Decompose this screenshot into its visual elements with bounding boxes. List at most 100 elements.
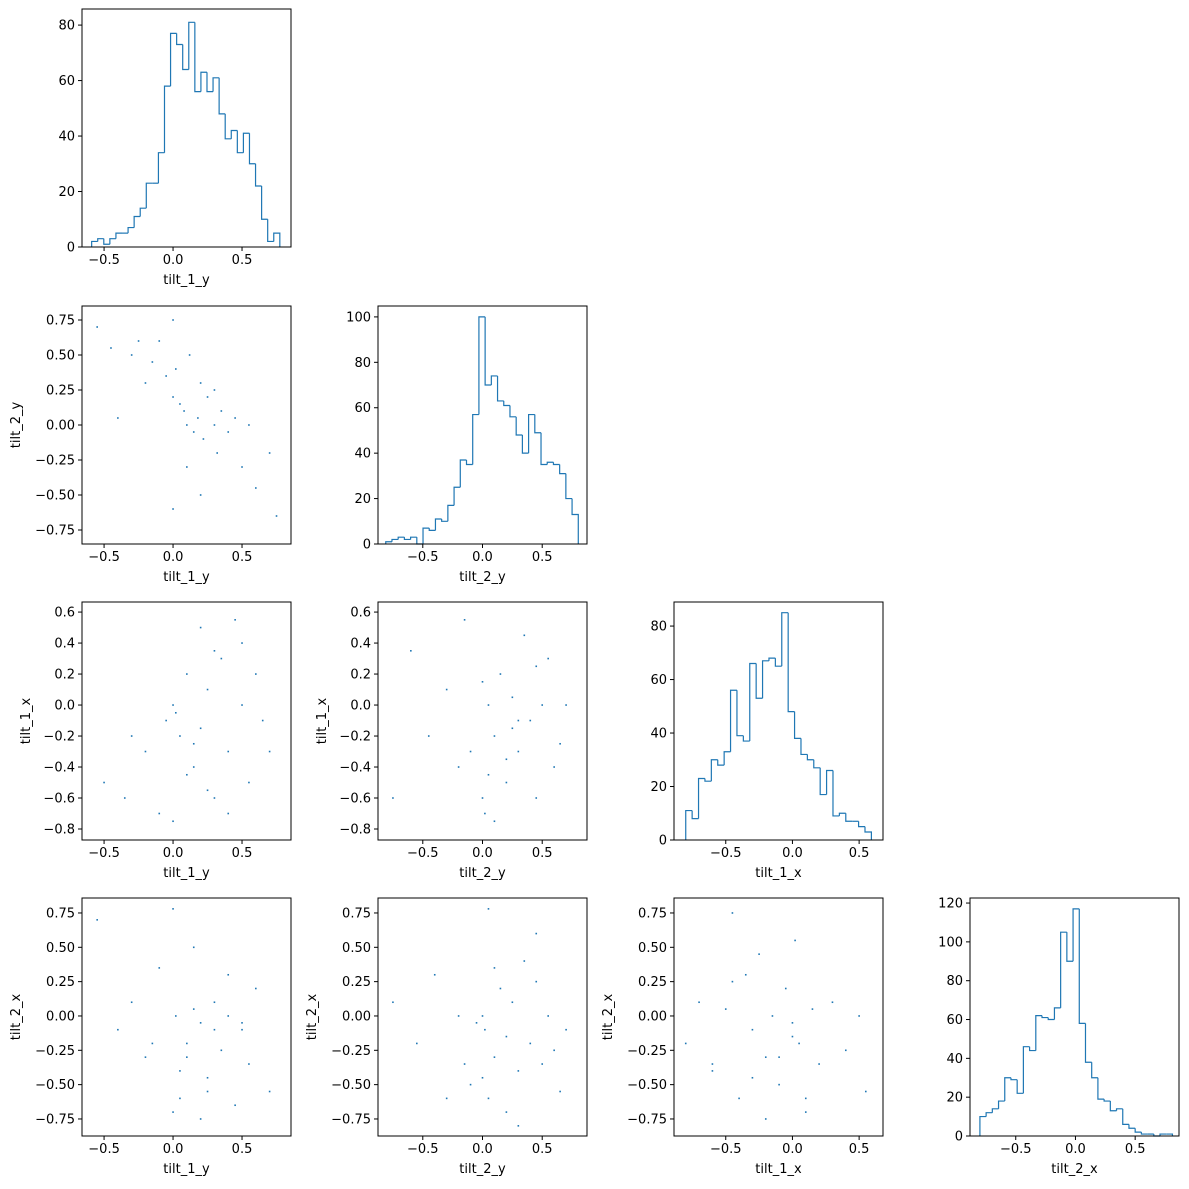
scatter-point	[206, 1090, 209, 1093]
scatter-point	[241, 466, 243, 468]
histogram-step	[781, 612, 789, 667]
scatter-point	[427, 735, 430, 737]
y-axis-label: tilt_1_x	[315, 698, 330, 745]
scatter-point	[559, 1090, 561, 1093]
scatter-point	[172, 508, 174, 510]
x-tick-label: 0.0	[782, 1142, 803, 1157]
histogram-step	[685, 809, 693, 840]
histogram-step	[139, 207, 147, 217]
scatter-point	[186, 1042, 188, 1045]
scatter-point	[535, 980, 538, 983]
axes-frame	[969, 897, 1180, 1137]
histogram-step	[819, 767, 827, 796]
histogram-step	[465, 459, 473, 466]
scatter-point	[764, 1118, 767, 1120]
histogram-step	[1091, 1062, 1098, 1079]
scatter-point	[445, 1097, 448, 1100]
histogram-step	[261, 185, 268, 220]
x-axis-label: tilt_1_y	[163, 570, 210, 585]
x-tick-label: 0.0	[1065, 1142, 1086, 1157]
histogram-step	[736, 690, 744, 737]
scatter-point	[172, 704, 174, 706]
scatter-point	[559, 742, 561, 745]
histogram-step	[127, 226, 135, 234]
y-tick-label: 60	[946, 1013, 963, 1028]
histogram-step	[749, 662, 757, 742]
scatter-point	[186, 773, 188, 776]
scatter-point	[179, 1070, 181, 1072]
y-tick-label: −0.25	[35, 1044, 75, 1059]
y-tick-label: −0.25	[331, 1044, 371, 1059]
y-tick-label: −0.2	[43, 730, 75, 745]
histogram-step	[813, 759, 821, 769]
x-tick-label: −0.5	[407, 1142, 439, 1157]
y-tick-label: 0.50	[46, 349, 75, 364]
x-tick-label: −0.5	[1000, 1142, 1032, 1157]
scatter-point	[858, 1015, 860, 1017]
scatter-point	[469, 750, 472, 753]
y-tick-label: 40	[354, 447, 371, 462]
x-axis-label: tilt_1_y	[163, 273, 210, 288]
scatter-point	[811, 1008, 814, 1010]
y-tick-label: −0.50	[331, 1078, 371, 1093]
y-tick-label: 0.0	[350, 699, 371, 714]
scatter-point	[165, 719, 167, 722]
histogram-step	[224, 113, 232, 140]
histogram-step	[717, 759, 725, 766]
scatter-point	[213, 650, 216, 652]
y-tick-label: −0.8	[43, 822, 75, 837]
histogram-step	[1134, 1128, 1142, 1133]
scatter-point	[511, 1001, 514, 1004]
histogram-step	[273, 232, 281, 247]
scatter-point	[481, 797, 484, 799]
histogram-step	[768, 657, 776, 661]
scatter-point	[220, 410, 223, 412]
scatter-point	[778, 1056, 780, 1058]
histogram-step	[182, 44, 189, 71]
scatter-point	[791, 1022, 794, 1024]
y-tick-label: 80	[354, 356, 371, 371]
scatter-point	[186, 424, 188, 426]
y-tick-label: −0.75	[627, 1112, 667, 1127]
histogram-step	[176, 33, 183, 46]
histogram-step	[428, 528, 436, 531]
histogram-step	[806, 754, 814, 761]
scatter-point	[445, 688, 448, 691]
scatter-point	[268, 750, 271, 753]
x-tick-label: 0.0	[782, 846, 803, 861]
scatter-point	[130, 354, 133, 356]
histogram-step	[267, 219, 274, 243]
histogram-step	[472, 413, 479, 465]
y-tick-label: −0.50	[35, 1078, 75, 1093]
y-tick-label: −0.75	[331, 1112, 371, 1127]
x-tick-label: 0.0	[472, 550, 493, 565]
x-tick-label: 0.5	[849, 846, 870, 861]
scatter-point	[179, 735, 181, 737]
scatter-point	[255, 673, 257, 675]
scatter-point	[117, 417, 119, 419]
scatter-point	[268, 1090, 271, 1093]
scatter-point	[199, 626, 202, 629]
y-tick-label: 40	[58, 130, 75, 145]
histogram-step	[391, 538, 399, 542]
scatter-point	[547, 1015, 549, 1017]
y-tick-label: −0.75	[35, 1112, 75, 1127]
scatter-point	[234, 1104, 236, 1107]
histogram-step	[793, 711, 801, 739]
x-tick-label: −0.5	[88, 550, 120, 565]
y-tick-label: 60	[650, 673, 667, 688]
scatter-point	[175, 1015, 177, 1017]
histogram-step	[729, 689, 737, 752]
histogram-step	[212, 77, 220, 92]
y-tick-label: 0.00	[46, 419, 75, 434]
y-tick-label: 0	[67, 241, 75, 256]
y-axis-label: tilt_1_x	[19, 698, 34, 745]
histogram-step	[1072, 908, 1080, 962]
histogram-step	[397, 536, 405, 540]
scatter-point	[535, 797, 538, 799]
axes-frame	[81, 8, 292, 248]
histogram-step	[565, 473, 573, 500]
histogram-step	[403, 537, 411, 541]
scatter-point	[469, 1083, 472, 1086]
